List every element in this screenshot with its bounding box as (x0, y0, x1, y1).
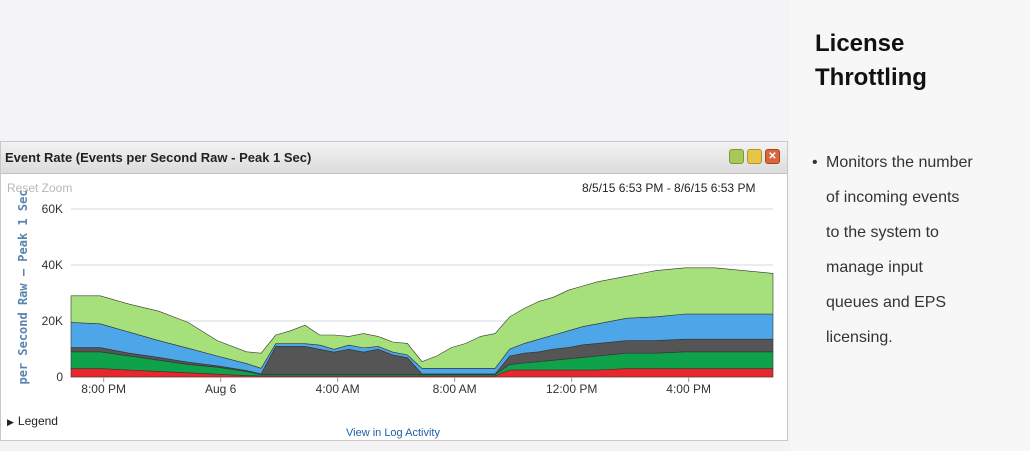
reset-zoom-button[interactable]: Reset Zoom (7, 181, 73, 195)
x-tick-label: 4:00 PM (666, 382, 711, 396)
x-tick-label: 8:00 AM (433, 382, 477, 396)
expand-triangle-icon: ▶ (7, 417, 14, 427)
date-range-label: 8/5/15 6:53 PM - 8/6/15 6:53 PM (582, 181, 756, 195)
event-rate-chart: 0 20K 40K 60K 8:00 PM Aug 6 4:00 AM 8:00 AM 12:… (16, 189, 774, 396)
y-tick-label: 20K (42, 314, 63, 328)
series-area-4 (70, 267, 774, 369)
legend-label: Legend (17, 414, 58, 428)
bullet-line: manage input (826, 259, 923, 276)
y-tick-label: 0 (56, 370, 63, 384)
minimize-icon[interactable] (729, 149, 744, 164)
slide-panel: License Throttling • Monitors the number … (790, 0, 1030, 451)
x-tick-label: Aug 6 (205, 382, 237, 396)
widget-header: Event Rate (Events per Second Raw - Peak… (1, 142, 787, 174)
widget-title: Event Rate (Events per Second Raw - Peak… (5, 150, 312, 165)
bullet-list: • Monitors the number of incoming events … (812, 145, 973, 355)
view-in-log-activity-link[interactable]: View in Log Activity (346, 427, 440, 439)
y-tick-label: 60K (42, 202, 63, 216)
panel-title-line-1: License (815, 30, 905, 57)
bullet-dot-icon: • (812, 154, 818, 171)
x-axis: 8:00 PM Aug 6 4:00 AM 8:00 AM 12:00 PM 4:00 P… (81, 377, 711, 396)
x-tick-label: 12:00 PM (546, 382, 597, 396)
bullet-line: licensing. (826, 329, 893, 346)
panel-title-line-2: Throttling (815, 64, 927, 91)
bullet-line: to the system to (826, 224, 939, 241)
panel-title: License Throttling (815, 27, 927, 95)
bullet-line: of incoming events (826, 189, 960, 206)
bullet-line: Monitors the number (826, 154, 973, 171)
bullet-line: queues and EPS (826, 294, 947, 311)
event-rate-widget: Event Rate (Events per Second Raw - Peak… (0, 141, 788, 441)
bullet-item: • Monitors the number (812, 145, 973, 180)
y-tick-label: 40K (42, 258, 63, 272)
legend-toggle[interactable]: ▶ Legend (7, 414, 58, 428)
y-axis-label: per Second Raw – Peak 1 Sec (16, 189, 30, 384)
x-tick-label: 4:00 AM (316, 382, 360, 396)
y-axis: 0 20K 40K 60K (42, 202, 64, 384)
maximize-icon[interactable] (747, 149, 762, 164)
close-icon[interactable]: ✕ (765, 149, 780, 164)
x-tick-label: 8:00 PM (81, 382, 126, 396)
stacked-areas (70, 267, 774, 378)
